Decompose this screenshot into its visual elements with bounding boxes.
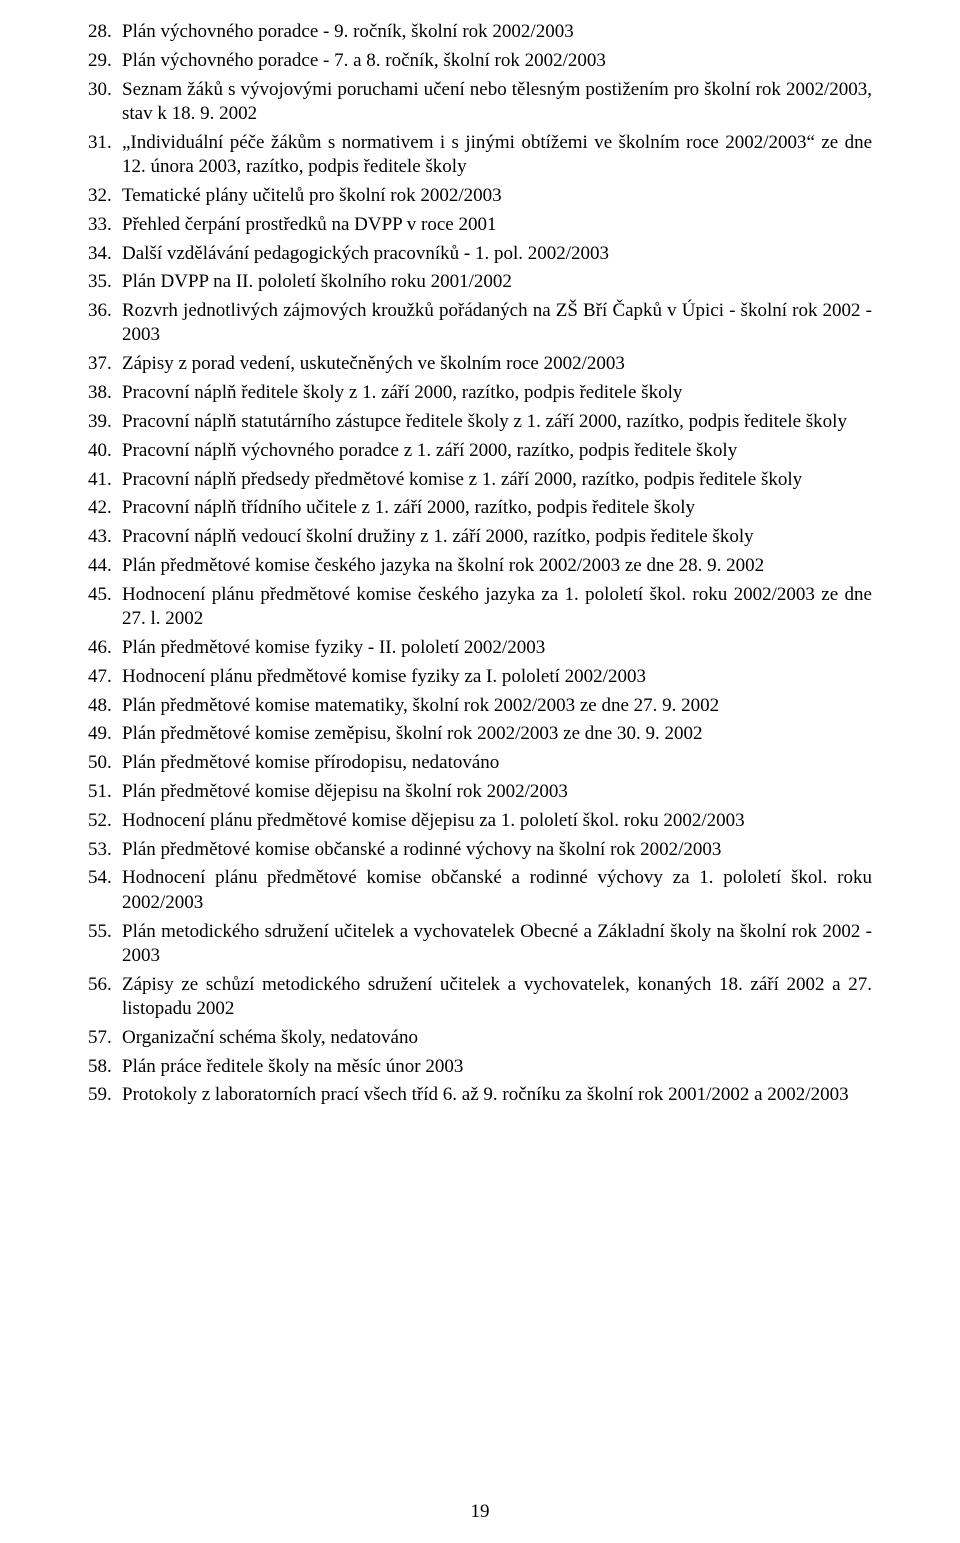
list-item-number: 46. bbox=[88, 636, 122, 660]
list-item-text: „Individuální péče žákům s normativem i … bbox=[122, 131, 872, 180]
list-item: 36.Rozvrh jednotlivých zájmových kroužků… bbox=[88, 299, 872, 348]
list-item-text: Pracovní náplň vedoucí školní družiny z … bbox=[122, 525, 872, 549]
list-item: 52.Hodnocení plánu předmětové komise děj… bbox=[88, 809, 872, 833]
list-item-number: 42. bbox=[88, 496, 122, 520]
list-item: 28.Plán výchovného poradce - 9. ročník, … bbox=[88, 20, 872, 44]
list-item-number: 40. bbox=[88, 439, 122, 463]
list-item-text: Pracovní náplň třídního učitele z 1. zář… bbox=[122, 496, 872, 520]
page-number: 19 bbox=[0, 1501, 960, 1523]
list-item: 55.Plán metodického sdružení učitelek a … bbox=[88, 920, 872, 969]
list-item-number: 29. bbox=[88, 49, 122, 73]
list-item: 34.Další vzdělávání pedagogických pracov… bbox=[88, 242, 872, 266]
list-item-text: Plán práce ředitele školy na měsíc únor … bbox=[122, 1055, 872, 1079]
list-item-text: Plán předmětové komise matematiky, školn… bbox=[122, 694, 872, 718]
list-item-number: 54. bbox=[88, 866, 122, 890]
list-item-text: Plán předmětové komise dějepisu na školn… bbox=[122, 780, 872, 804]
list-item-number: 51. bbox=[88, 780, 122, 804]
list-item: 48.Plán předmětové komise matematiky, šk… bbox=[88, 694, 872, 718]
list-item-text: Plán výchovného poradce - 9. ročník, ško… bbox=[122, 20, 872, 44]
list-item: 44.Plán předmětové komise českého jazyka… bbox=[88, 554, 872, 578]
list-item: 53.Plán předmětové komise občanské a rod… bbox=[88, 838, 872, 862]
list-item-number: 49. bbox=[88, 722, 122, 746]
list-item-number: 56. bbox=[88, 973, 122, 997]
list-item-text: Rozvrh jednotlivých zájmových kroužků po… bbox=[122, 299, 872, 348]
list-item: 35.Plán DVPP na II. pololetí školního ro… bbox=[88, 270, 872, 294]
list-item: 51.Plán předmětové komise dějepisu na šk… bbox=[88, 780, 872, 804]
list-item-number: 38. bbox=[88, 381, 122, 405]
list-item-text: Zápisy z porad vedení, uskutečněných ve … bbox=[122, 352, 872, 376]
list-item-number: 53. bbox=[88, 838, 122, 862]
list-item: 57.Organizační schéma školy, nedatováno bbox=[88, 1026, 872, 1050]
list-item-number: 41. bbox=[88, 468, 122, 492]
list-item-number: 52. bbox=[88, 809, 122, 833]
list-item: 38.Pracovní náplň ředitele školy z 1. zá… bbox=[88, 381, 872, 405]
list-item-text: Zápisy ze schůzí metodického sdružení uč… bbox=[122, 973, 872, 1022]
list-item-number: 28. bbox=[88, 20, 122, 44]
list-item: 54.Hodnocení plánu předmětové komise obč… bbox=[88, 866, 872, 915]
list-item-text: Pracovní náplň předsedy předmětové komis… bbox=[122, 468, 872, 492]
list-item-text: Organizační schéma školy, nedatováno bbox=[122, 1026, 872, 1050]
list-item: 50.Plán předmětové komise přírodopisu, n… bbox=[88, 751, 872, 775]
list-item: 41.Pracovní náplň předsedy předmětové ko… bbox=[88, 468, 872, 492]
list-item: 42.Pracovní náplň třídního učitele z 1. … bbox=[88, 496, 872, 520]
list-item-text: Plán výchovného poradce - 7. a 8. ročník… bbox=[122, 49, 872, 73]
page: 28.Plán výchovného poradce - 9. ročník, … bbox=[0, 0, 960, 1543]
list-item-text: Seznam žáků s vývojovými poruchami učení… bbox=[122, 78, 872, 127]
list-item-text: Plán DVPP na II. pololetí školního roku … bbox=[122, 270, 872, 294]
list-item: 40.Pracovní náplň výchovného poradce z 1… bbox=[88, 439, 872, 463]
list-item: 29.Plán výchovného poradce - 7. a 8. roč… bbox=[88, 49, 872, 73]
list-item-text: Plán předmětové komise zeměpisu, školní … bbox=[122, 722, 872, 746]
list-item-number: 50. bbox=[88, 751, 122, 775]
list-item-number: 33. bbox=[88, 213, 122, 237]
list-item: 43.Pracovní náplň vedoucí školní družiny… bbox=[88, 525, 872, 549]
list-item: 56.Zápisy ze schůzí metodického sdružení… bbox=[88, 973, 872, 1022]
list-item: 31.„Individuální péče žákům s normativem… bbox=[88, 131, 872, 180]
list-item-number: 39. bbox=[88, 410, 122, 434]
list-item: 58.Plán práce ředitele školy na měsíc ún… bbox=[88, 1055, 872, 1079]
list-item-number: 34. bbox=[88, 242, 122, 266]
list-item-number: 55. bbox=[88, 920, 122, 944]
list-item: 37.Zápisy z porad vedení, uskutečněných … bbox=[88, 352, 872, 376]
list-item: 32.Tematické plány učitelů pro školní ro… bbox=[88, 184, 872, 208]
list-item: 46.Plán předmětové komise fyziky - II. p… bbox=[88, 636, 872, 660]
numbered-list: 28.Plán výchovného poradce - 9. ročník, … bbox=[88, 20, 872, 1108]
list-item-number: 44. bbox=[88, 554, 122, 578]
list-item-number: 32. bbox=[88, 184, 122, 208]
list-item-text: Pracovní náplň výchovného poradce z 1. z… bbox=[122, 439, 872, 463]
list-item-number: 35. bbox=[88, 270, 122, 294]
list-item-number: 36. bbox=[88, 299, 122, 323]
list-item: 45.Hodnocení plánu předmětové komise čes… bbox=[88, 583, 872, 632]
list-item-text: Hodnocení plánu předmětové komise fyziky… bbox=[122, 665, 872, 689]
list-item-text: Plán předmětové komise občanské a rodinn… bbox=[122, 838, 872, 862]
list-item: 59.Protokoly z laboratorních prací všech… bbox=[88, 1083, 872, 1107]
list-item-text: Protokoly z laboratorních prací všech tř… bbox=[122, 1083, 872, 1107]
list-item-number: 48. bbox=[88, 694, 122, 718]
list-item-text: Pracovní náplň statutárního zástupce řed… bbox=[122, 410, 872, 434]
list-item: 39.Pracovní náplň statutárního zástupce … bbox=[88, 410, 872, 434]
list-item-number: 57. bbox=[88, 1026, 122, 1050]
list-item: 30.Seznam žáků s vývojovými poruchami uč… bbox=[88, 78, 872, 127]
list-item: 33.Přehled čerpání prostředků na DVPP v … bbox=[88, 213, 872, 237]
list-item-text: Pracovní náplň ředitele školy z 1. září … bbox=[122, 381, 872, 405]
list-item: 47.Hodnocení plánu předmětové komise fyz… bbox=[88, 665, 872, 689]
list-item-number: 37. bbox=[88, 352, 122, 376]
list-item-text: Hodnocení plánu předmětové komise dějepi… bbox=[122, 809, 872, 833]
list-item-text: Plán předmětové komise fyziky - II. polo… bbox=[122, 636, 872, 660]
list-item-number: 45. bbox=[88, 583, 122, 607]
list-item-number: 59. bbox=[88, 1083, 122, 1107]
list-item-number: 43. bbox=[88, 525, 122, 549]
list-item-text: Přehled čerpání prostředků na DVPP v roc… bbox=[122, 213, 872, 237]
list-item-text: Plán metodického sdružení učitelek a vyc… bbox=[122, 920, 872, 969]
list-item-text: Tematické plány učitelů pro školní rok 2… bbox=[122, 184, 872, 208]
list-item-number: 47. bbox=[88, 665, 122, 689]
list-item-text: Plán předmětové komise přírodopisu, neda… bbox=[122, 751, 872, 775]
list-item-text: Hodnocení plánu předmětové komise občans… bbox=[122, 866, 872, 915]
list-item: 49.Plán předmětové komise zeměpisu, škol… bbox=[88, 722, 872, 746]
list-item-text: Další vzdělávání pedagogických pracovník… bbox=[122, 242, 872, 266]
list-item-number: 31. bbox=[88, 131, 122, 155]
list-item-text: Hodnocení plánu předmětové komise českéh… bbox=[122, 583, 872, 632]
list-item-text: Plán předmětové komise českého jazyka na… bbox=[122, 554, 872, 578]
list-item-number: 30. bbox=[88, 78, 122, 102]
list-item-number: 58. bbox=[88, 1055, 122, 1079]
